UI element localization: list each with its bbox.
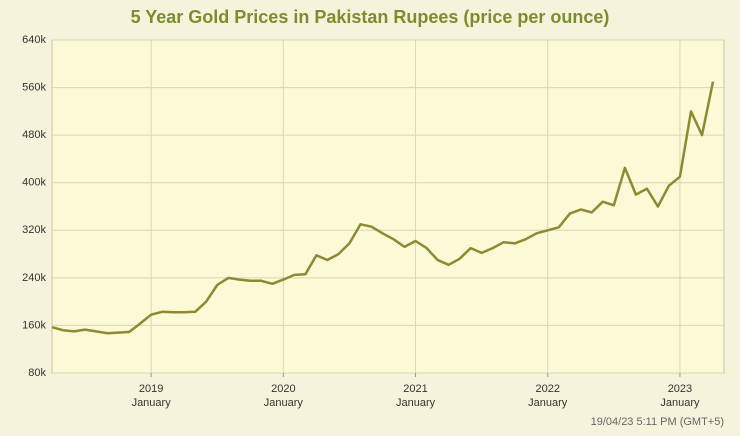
x-tick-label: 2023 January <box>660 383 700 409</box>
y-tick-label: 480k <box>22 129 46 141</box>
x-tick-label: 2022 January <box>528 383 568 409</box>
y-tick-label: 560k <box>22 81 46 93</box>
x-tick-label: 2021 January <box>396 383 436 409</box>
timestamp: 19/04/23 5:11 PM (GMT+5) <box>591 416 724 428</box>
y-tick-label: 80k <box>28 367 46 379</box>
x-tick-label: 2020 January <box>264 383 304 409</box>
y-tick-label: 320k <box>22 224 46 236</box>
x-tick-label: 2019 January <box>132 383 172 409</box>
y-tick-label: 160k <box>22 319 46 331</box>
y-tick-label: 240k <box>22 272 46 284</box>
price-line <box>51 81 715 335</box>
chart-title: 5 Year Gold Prices in Pakistan Rupees (p… <box>131 7 610 27</box>
plot-area <box>51 39 725 374</box>
y-tick-label: 400k <box>22 177 46 189</box>
y-tick-label: 640k <box>22 34 46 46</box>
